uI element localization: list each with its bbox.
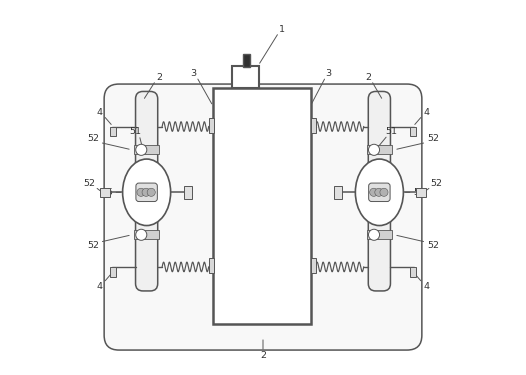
Text: 4: 4	[97, 282, 103, 291]
Bar	[335, 186, 342, 199]
Circle shape	[369, 144, 380, 155]
Bar	[184, 186, 191, 199]
Circle shape	[142, 188, 150, 196]
Ellipse shape	[356, 159, 403, 225]
Text: 52: 52	[83, 178, 95, 188]
Text: 3: 3	[326, 69, 332, 78]
Bar	[311, 258, 316, 273]
Text: 3: 3	[190, 69, 197, 78]
Circle shape	[369, 229, 380, 240]
Bar	[231, 66, 259, 88]
Bar	[416, 188, 426, 197]
Text: 51: 51	[129, 127, 141, 136]
Text: 52: 52	[427, 134, 439, 143]
FancyBboxPatch shape	[136, 92, 158, 291]
Text: 52: 52	[87, 134, 99, 143]
Text: 4: 4	[97, 108, 103, 117]
Text: 2: 2	[365, 73, 371, 82]
Bar	[410, 267, 416, 276]
Text: 1: 1	[279, 25, 285, 34]
Bar	[367, 230, 392, 239]
Circle shape	[136, 229, 147, 240]
Text: 4: 4	[423, 108, 429, 117]
Bar	[134, 230, 159, 239]
Text: 5: 5	[413, 188, 420, 197]
FancyBboxPatch shape	[104, 84, 422, 350]
Bar	[367, 146, 392, 154]
Bar	[134, 146, 159, 154]
Bar	[209, 118, 214, 133]
Text: 51: 51	[386, 127, 398, 136]
Text: 52: 52	[427, 242, 439, 250]
FancyBboxPatch shape	[368, 92, 390, 291]
Bar	[100, 188, 110, 197]
Bar	[209, 258, 214, 273]
Ellipse shape	[123, 159, 170, 225]
FancyBboxPatch shape	[369, 183, 390, 201]
Circle shape	[136, 144, 147, 155]
Bar	[110, 126, 116, 136]
Bar	[110, 267, 116, 276]
Bar	[242, 54, 250, 68]
Circle shape	[370, 188, 378, 196]
Circle shape	[147, 188, 155, 196]
Circle shape	[375, 188, 383, 196]
FancyBboxPatch shape	[136, 183, 157, 201]
Text: 2: 2	[260, 351, 266, 360]
Text: 5: 5	[106, 188, 112, 197]
Text: 52: 52	[87, 242, 99, 250]
Bar	[213, 88, 311, 324]
Circle shape	[137, 188, 145, 196]
Bar	[311, 118, 316, 133]
Text: 4: 4	[423, 282, 429, 291]
Text: 52: 52	[431, 178, 443, 188]
Bar	[410, 126, 416, 136]
Text: 2: 2	[156, 73, 162, 82]
Circle shape	[380, 188, 388, 196]
